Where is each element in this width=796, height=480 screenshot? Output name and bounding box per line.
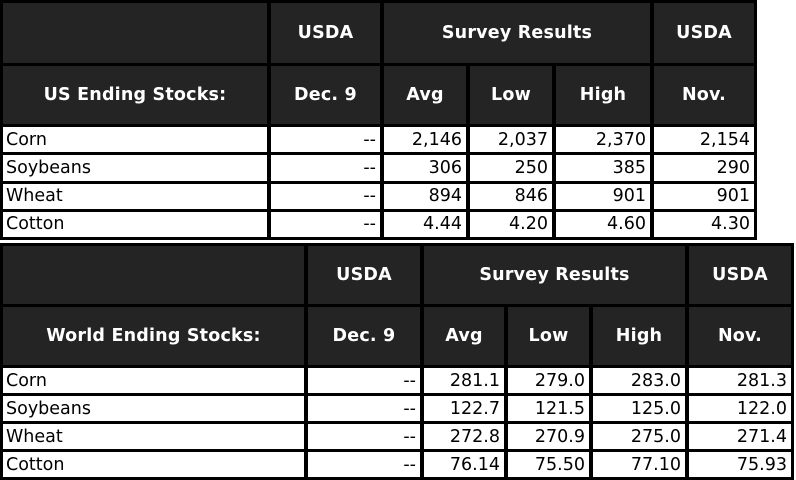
value-cell: -- (271, 127, 380, 153)
value-cell: -- (271, 211, 380, 237)
us-ending-stocks-table: USDA Survey Results USDA US Ending Stock… (0, 0, 757, 240)
us-col-avg: Avg (384, 66, 466, 124)
us-col-high: High (556, 66, 650, 124)
value-cell: 901 (654, 183, 754, 209)
value-cell: -- (271, 155, 380, 181)
row-label-cell: Corn (3, 368, 304, 393)
world-usda-left-header: USDA (308, 246, 420, 304)
row-label-cell: Wheat (3, 424, 304, 449)
value-cell: 271.4 (689, 424, 791, 449)
world-ending-stocks-table: USDA Survey Results USDA World Ending St… (0, 243, 794, 480)
us-col-low: Low (470, 66, 552, 124)
value-cell: 4.44 (384, 211, 466, 237)
value-cell: 125.0 (593, 396, 685, 421)
value-cell: 272.8 (424, 424, 504, 449)
world-col-high: High (593, 307, 685, 365)
value-cell: 385 (556, 155, 650, 181)
value-cell: 121.5 (508, 396, 589, 421)
value-cell: 76.14 (424, 452, 504, 477)
world-col-low: Low (508, 307, 589, 365)
value-cell: 275.0 (593, 424, 685, 449)
value-cell: 2,037 (470, 127, 552, 153)
value-cell: -- (308, 452, 420, 477)
value-cell: 894 (384, 183, 466, 209)
row-label-cell: Soybeans (3, 396, 304, 421)
world-col-nov: Nov. (689, 307, 791, 365)
value-cell: 901 (556, 183, 650, 209)
us-survey-results-header: Survey Results (384, 3, 650, 63)
value-cell: 2,154 (654, 127, 754, 153)
value-cell: 270.9 (508, 424, 589, 449)
us-col-dec9: Dec. 9 (271, 66, 380, 124)
world-blank-header-cell (3, 246, 304, 304)
value-cell: 2,146 (384, 127, 466, 153)
world-usda-right-header: USDA (689, 246, 791, 304)
value-cell: 281.1 (424, 368, 504, 393)
row-label-cell: Wheat (3, 183, 267, 209)
row-label-cell: Soybeans (3, 155, 267, 181)
value-cell: 283.0 (593, 368, 685, 393)
value-cell: 4.20 (470, 211, 552, 237)
row-label-cell: Cotton (3, 452, 304, 477)
world-survey-results-header: Survey Results (424, 246, 685, 304)
value-cell: -- (271, 183, 380, 209)
value-cell: 306 (384, 155, 466, 181)
row-label-cell: Corn (3, 127, 267, 153)
value-cell: 122.0 (689, 396, 791, 421)
us-blank-header-cell (3, 3, 267, 63)
value-cell: 75.93 (689, 452, 791, 477)
world-col-dec9: Dec. 9 (308, 307, 420, 365)
us-usda-right-header: USDA (654, 3, 754, 63)
value-cell: 122.7 (424, 396, 504, 421)
value-cell: -- (308, 424, 420, 449)
value-cell: 2,370 (556, 127, 650, 153)
value-cell: -- (308, 396, 420, 421)
row-label-cell: Cotton (3, 211, 267, 237)
world-table-title: World Ending Stocks: (3, 307, 304, 365)
us-usda-left-header: USDA (271, 3, 380, 63)
value-cell: 4.30 (654, 211, 754, 237)
value-cell: 290 (654, 155, 754, 181)
value-cell: 279.0 (508, 368, 589, 393)
world-col-avg: Avg (424, 307, 504, 365)
value-cell: 846 (470, 183, 552, 209)
value-cell: -- (308, 368, 420, 393)
value-cell: 75.50 (508, 452, 589, 477)
us-col-nov: Nov. (654, 66, 754, 124)
us-table-title: US Ending Stocks: (3, 66, 267, 124)
value-cell: 4.60 (556, 211, 650, 237)
value-cell: 77.10 (593, 452, 685, 477)
value-cell: 250 (470, 155, 552, 181)
value-cell: 281.3 (689, 368, 791, 393)
